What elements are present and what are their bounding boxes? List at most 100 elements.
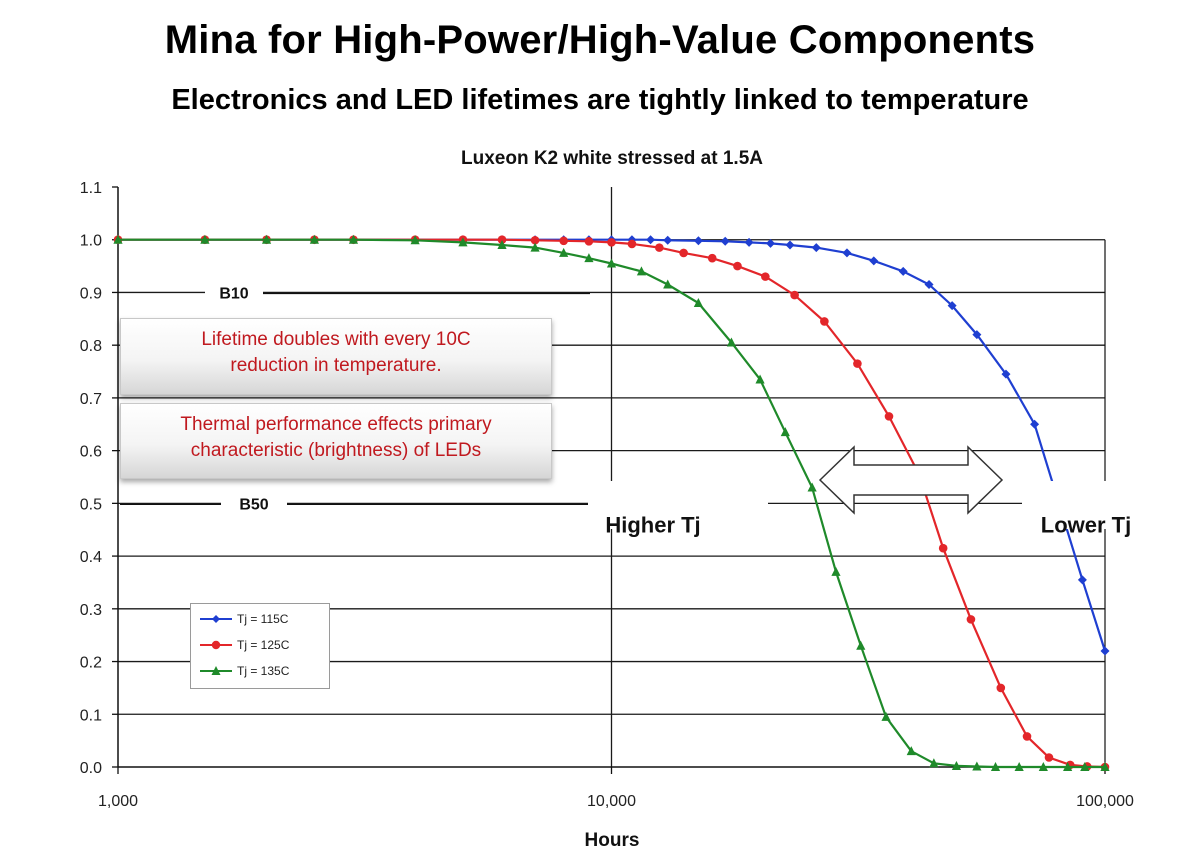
data-point — [726, 337, 737, 347]
data-point — [607, 238, 616, 247]
series-line — [118, 238, 1105, 769]
data-point — [410, 235, 420, 245]
y-tick-label: 0.5 — [80, 496, 102, 513]
callout-lifetime-line2: reduction in temperature. — [230, 355, 442, 376]
data-point — [113, 234, 123, 244]
data-point — [1030, 419, 1040, 429]
data-point — [559, 236, 568, 246]
y-tick-label: 0.0 — [80, 760, 102, 777]
data-point — [606, 258, 617, 268]
data-point — [693, 298, 704, 307]
callout-lifetime: Lifetime doubles with every 10C reductio… — [120, 318, 552, 395]
data-point — [790, 290, 799, 300]
higher-tj-label: Higher Tj — [605, 512, 700, 537]
data-point — [497, 235, 507, 245]
data-point — [1077, 575, 1087, 585]
data-point — [693, 236, 703, 246]
b10-label: B10 — [219, 285, 248, 302]
callout-thermal: Thermal performance effects primary char… — [120, 403, 552, 479]
data-point — [530, 235, 540, 245]
chart-legend: Tj = 115C Tj = 125C Tj = 135C — [190, 603, 330, 689]
data-point — [842, 248, 852, 258]
legend-marker-115c — [200, 615, 232, 623]
data-point — [972, 330, 982, 340]
data-point — [906, 746, 916, 756]
y-tick-label: 1.0 — [80, 233, 102, 250]
b10-label-bg — [205, 281, 263, 304]
b50-label-bg — [221, 492, 287, 515]
data-point — [1044, 753, 1054, 762]
annotations: B10 B50 Higher Tj Lower Tj — [120, 281, 1152, 537]
legend-label-135c: Tj = 135C — [237, 664, 290, 678]
data-point — [807, 482, 817, 492]
data-point — [1080, 762, 1090, 771]
data-point — [663, 235, 673, 245]
data-point — [707, 253, 717, 263]
data-point — [972, 761, 982, 771]
callout-lifetime-line1: Lifetime doubles with every 10C — [201, 329, 471, 350]
legend-label-125c: Tj = 125C — [237, 638, 290, 652]
data-point — [627, 239, 637, 249]
data-point — [780, 427, 790, 437]
data-point — [497, 240, 507, 249]
data-point — [530, 242, 540, 252]
slide-title: Mina for High-Power/High-Value Component… — [164, 18, 1036, 62]
data-point — [761, 272, 770, 281]
data-point — [884, 412, 894, 421]
series-tj135c — [113, 234, 1110, 771]
x-tick-label: 1,000 — [98, 793, 138, 810]
data-point — [929, 758, 939, 768]
y-tick-label: 0.1 — [80, 707, 102, 724]
data-point — [898, 266, 908, 276]
data-point — [636, 266, 647, 276]
y-tick-label: 0.7 — [80, 391, 102, 408]
data-point — [200, 234, 210, 244]
chart-title: Luxeon K2 white stressed at 1.5A — [461, 148, 763, 169]
data-point — [924, 280, 934, 290]
lower-tj-bg — [1022, 481, 1152, 529]
data-point — [881, 711, 891, 721]
data-point — [755, 374, 765, 384]
data-point — [947, 301, 957, 311]
callout-thermal-line1: Thermal performance effects primary — [180, 414, 492, 435]
data-point — [1001, 369, 1011, 379]
legend-marker-135c — [200, 666, 232, 675]
data-series — [113, 234, 1110, 772]
data-point — [1014, 762, 1024, 771]
y-tick-label: 0.4 — [80, 549, 102, 566]
data-point — [951, 760, 962, 770]
data-point — [856, 640, 866, 650]
x-tick-label: 10,000 — [587, 793, 636, 810]
double-arrow — [818, 445, 1004, 515]
data-point — [744, 237, 754, 247]
data-point — [1100, 646, 1110, 656]
callout-thermal-line2: characteristic (brightness) of LEDs — [190, 440, 482, 461]
data-point — [996, 683, 1006, 693]
data-point — [655, 243, 664, 252]
data-point — [1100, 762, 1110, 771]
data-point — [458, 237, 468, 247]
data-point — [559, 247, 569, 257]
y-tick-label: 0.3 — [80, 602, 102, 619]
data-point — [309, 234, 319, 244]
data-point — [966, 615, 976, 624]
data-point — [1038, 762, 1048, 771]
axes: 0.0 0.1 0.2 0.3 0.4 0.5 0.6 0.7 0.8 0.9 1.0 1.1 1,00… — [80, 180, 1134, 810]
b50-label: B50 — [239, 496, 268, 513]
data-point — [720, 236, 730, 246]
data-point — [646, 235, 656, 245]
y-tick-label: 1.1 — [80, 180, 102, 197]
y-tick-label: 0.2 — [80, 655, 102, 672]
higher-tj-bg — [588, 481, 768, 529]
legend-label-115c: Tj = 115C — [237, 612, 289, 626]
data-point — [785, 240, 795, 250]
data-point — [990, 762, 1001, 771]
y-tick-label: 0.6 — [80, 444, 102, 461]
x-tick-label: 100,000 — [1076, 793, 1134, 810]
lower-tj-label: Lower Tj — [1041, 512, 1131, 537]
data-point — [733, 261, 742, 271]
y-tick-label: 0.8 — [80, 338, 102, 355]
data-point — [853, 359, 862, 368]
data-point — [766, 238, 776, 248]
